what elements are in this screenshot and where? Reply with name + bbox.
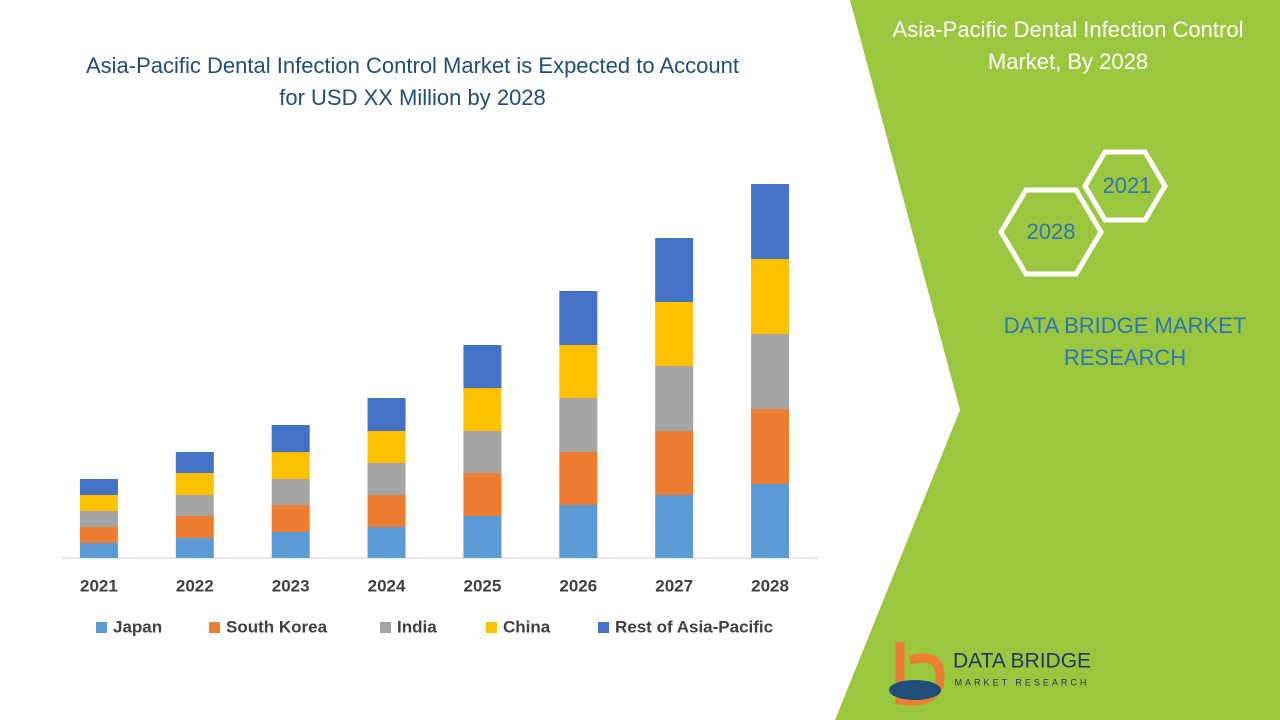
bar-segment (559, 398, 598, 452)
bar-segment (175, 516, 214, 538)
hexagon-label: 2021 (1103, 173, 1152, 198)
chart-title: Asia-Pacific Dental Infection Control Ma… (86, 53, 739, 110)
bar-segment (79, 495, 118, 511)
bar-segment (655, 302, 694, 366)
bar-segment (367, 495, 406, 527)
bar-segment (175, 495, 214, 516)
legend-swatch (209, 622, 220, 633)
hexagon-label: 2028 (1027, 219, 1076, 244)
bar-segment (751, 259, 790, 334)
bar-segment (175, 473, 214, 495)
hexagon (1082, 149, 1168, 223)
sidebar-title: Asia-Pacific Dental Infection Control Ma… (892, 17, 1244, 74)
bar-segment (79, 543, 118, 558)
bar-segment (79, 511, 118, 527)
bar-segment (79, 479, 118, 495)
brand: DATA BRIDGE MARKET RESEARCH (1003, 313, 1247, 370)
x-tick-label: 2023 (272, 576, 310, 595)
bar-segment (271, 425, 310, 452)
x-tick-label: 2024 (368, 576, 406, 595)
legend-swatch (380, 622, 391, 633)
bar-segment (271, 532, 310, 558)
bar-segment (175, 452, 214, 473)
bar-segment (655, 495, 694, 558)
bar-segment (655, 238, 694, 302)
x-tick-label: 2025 (464, 576, 502, 595)
legend-swatch (598, 622, 609, 633)
legend-swatch (96, 622, 107, 633)
bar-segment (463, 516, 502, 558)
logo-name: DATA BRIDGE (953, 650, 1091, 673)
hexagon (998, 187, 1104, 277)
bar-segment (751, 409, 790, 484)
bar-segment (79, 527, 118, 543)
bar-segment (655, 431, 694, 495)
bar-segment (271, 505, 310, 532)
legend-label: China (503, 617, 551, 636)
bar-segment (751, 484, 790, 558)
legend-label: Rest of Asia-Pacific (615, 617, 773, 636)
bar-segment (367, 527, 406, 558)
x-tick-label: 2022 (176, 576, 214, 595)
bar-segment (463, 473, 502, 516)
x-tick-label: 2026 (559, 576, 597, 595)
bar-segment (367, 431, 406, 463)
bar-segment (655, 366, 694, 431)
logo-mark (889, 642, 945, 706)
bar-segment (271, 479, 310, 505)
legend-label: Japan (113, 617, 162, 636)
bar-segment (559, 345, 598, 398)
bar-segment (559, 452, 598, 505)
bar-segment (271, 452, 310, 479)
bar-segment (463, 388, 502, 431)
bar-segment (559, 291, 598, 345)
bar-segment (463, 431, 502, 473)
green-panel (835, 0, 1280, 720)
bar-segment (367, 463, 406, 495)
legend-label: South Korea (226, 617, 328, 636)
bar-segment (367, 398, 406, 431)
legend-label: India (397, 617, 437, 636)
bar-segment (751, 334, 790, 409)
bar-segment (463, 345, 502, 388)
x-tick-label: 2028 (751, 576, 789, 595)
bar-segment (559, 505, 598, 558)
x-tick-label: 2027 (655, 576, 693, 595)
legend-swatch (486, 622, 497, 633)
logo-tagline: MARKET RESEARCH (955, 677, 1090, 687)
bar-segment (175, 538, 214, 558)
x-tick-label: 2021 (80, 576, 118, 595)
bar-segment (751, 184, 790, 259)
